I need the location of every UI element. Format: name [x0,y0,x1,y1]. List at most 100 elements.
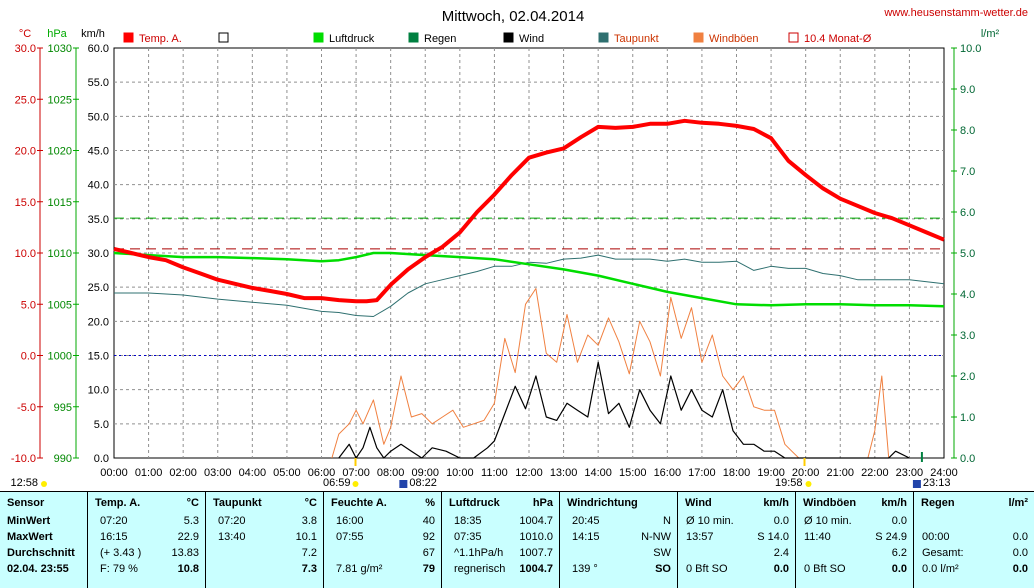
table-row: 139 ° SO [560,561,677,577]
kmh-tick-label: 60.0 [88,43,109,55]
celsius-unit: °C [19,28,31,40]
table-header: Regen l/m² [914,495,1034,511]
table-row: SW [560,545,677,561]
legend-label: Regen [424,33,456,45]
rain-tick-label: 5.0 [960,248,975,260]
reference-lines [114,217,944,356]
time-tick-label: 19:00 [757,467,785,479]
hpa-tick-label: 1025 [48,94,72,106]
legend-label: Windböen [709,33,759,45]
celsius-tick-label: 0.0 [21,351,36,363]
cell-value: 0.0 [891,515,907,527]
legend: Temp. A. Luftdruck Regen Wind Taupunkt Windbö… [123,32,872,45]
table-row: F: 79 % 10.8 [88,561,205,577]
hpa-unit: hPa [47,28,67,40]
time-tick-label: 09:00 [411,467,439,479]
table-row: 7.3 [206,561,323,577]
chart-background [0,0,1034,491]
legend-label: Temp. A. [139,33,182,45]
table-header: Windrichtung [560,495,677,511]
column-unit: km/h [763,497,789,509]
table-row: 07:20 3.8 [206,513,323,529]
cell-note: 07:35 [454,531,482,543]
cell-note: 16:00 [336,515,364,527]
table-row: 11:40 S 24.9 [796,529,913,545]
cell-value: 5.3 [183,515,199,527]
table-row: 16:00 40 [324,513,441,529]
sunset-icon [805,481,812,487]
cell-note: 07:55 [336,531,364,543]
kmh-tick-label: 55.0 [88,77,109,89]
legend-swatch [218,32,229,43]
cell-value: SW [653,547,671,559]
weather-chart: Mittwoch, 02.04.2014 www.heusenstamm-wet… [0,0,1034,491]
moonrise-icon [399,480,408,488]
legend-swatch [693,32,704,43]
time-tick-label: 15:00 [619,467,647,479]
cell-value: 0.0 [1012,531,1028,543]
legend-swatch [313,32,324,43]
cell-value: 2.4 [773,547,789,559]
celsius-tick-label: 10.0 [15,248,36,260]
cell-note: 07:20 [218,515,246,527]
table-row: Ø 10 min. 0.0 [796,513,913,529]
cell-value: 3.8 [301,515,317,527]
cell-value: S 14.0 [757,531,789,543]
time-tick-label: 20:00 [792,467,820,479]
kmh-tick-label: 0.0 [94,453,109,465]
cell-value: 1004.7 [519,515,553,527]
cell-value: 7.3 [301,563,317,575]
website-link[interactable]: www.heusenstamm-wetter.de [883,7,1028,19]
column-title: Taupunkt [213,497,262,509]
cell-value: 79 [422,563,435,575]
time-tick-label: 00:00 [100,467,128,479]
table-row: 2.4 [678,545,795,561]
time-tick-label: 04:00 [239,467,267,479]
moon-start-time: 12:58 [10,477,38,489]
table-row: (+ 3.43 ) 13.83 [88,545,205,561]
cell-value: 0.0 [773,563,789,575]
cell-value: SO [655,563,671,575]
moonset-time: 23:13 [923,477,951,489]
cell-note: 14:15 [572,531,600,543]
cell-value: 1007.7 [519,547,553,559]
table-row: MinWert [0,513,87,529]
kmh-tick-label: 5.0 [94,419,109,431]
series-line-tempa [113,118,945,304]
legend-swatch [598,32,609,43]
cell-value: 1010.0 [519,531,553,543]
table-row: 7.81 g/m² 79 [324,561,441,577]
time-tick-label: 21:00 [826,467,854,479]
cell-note: 16:15 [100,531,128,543]
cell-note: (+ 3.43 ) [100,547,142,559]
legend-swatch [788,32,799,43]
kmh-tick-label: 30.0 [88,248,109,260]
table-header: Windböen km/h [796,495,913,511]
chart-title: Mittwoch, 02.04.2014 [442,8,585,25]
table-row: Durchschnitt [0,545,87,561]
cell-value: N-NW [641,531,671,543]
time-tick-label: 06:00 [308,467,336,479]
hpa-tick-label: 995 [54,402,72,414]
hpa-tick-label: 1030 [48,43,72,55]
kmh-tick-label: 10.0 [88,385,109,397]
rain-tick-label: 6.0 [960,207,975,219]
cell-value: 7.2 [301,547,317,559]
celsius-tick-label: 20.0 [15,146,36,158]
kmh-tick-label: 25.0 [88,282,109,294]
cell-note: F: 79 % [100,563,138,575]
cell-value: S 24.9 [875,531,907,543]
hpa-tick-label: 1015 [48,197,72,209]
table-row: 13:40 10.1 [206,529,323,545]
series-layer [113,118,945,459]
time-tick-label: 18:00 [723,467,751,479]
time-tick-label: 22:00 [861,467,889,479]
cell-value: 13.83 [171,547,199,559]
table-row: ^1.1hPa/h 1007.7 [442,545,559,561]
celsius-tick-label: 30.0 [15,43,36,55]
table-row [914,513,1034,529]
table-row: 18:35 1004.7 [442,513,559,529]
cell-note: Gesamt: [922,547,964,559]
column-unit: hPa [532,497,553,509]
time-tick-label: 03:00 [204,467,232,479]
